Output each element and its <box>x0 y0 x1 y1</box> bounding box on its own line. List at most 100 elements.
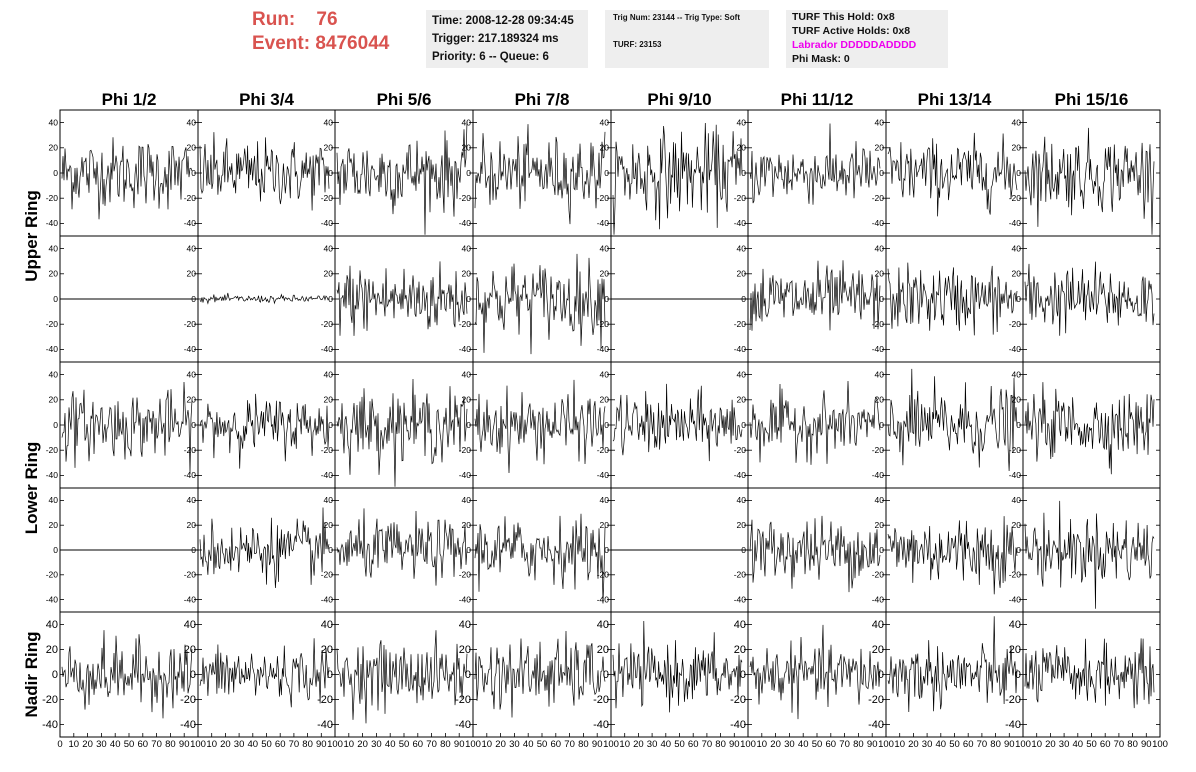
x-tick-label: 70 <box>564 739 575 750</box>
x-tick-label: 90 <box>729 739 740 750</box>
x-tick-label: 50 <box>399 739 410 750</box>
waveform-trace <box>199 393 330 469</box>
run-line: Run: 76 <box>252 8 422 32</box>
waveform-trace <box>1024 382 1155 475</box>
y-tick-label: 0 <box>878 669 884 681</box>
y-tick-label: 40 <box>324 243 334 253</box>
y-tick-label: 40 <box>49 243 59 253</box>
x-tick-label: 30 <box>96 739 107 750</box>
x-tick-label: 40 <box>1073 739 1084 750</box>
y-tick-label: 0 <box>466 168 471 178</box>
y-tick-label: 20 <box>184 644 196 656</box>
waveform-trace <box>887 368 1018 472</box>
y-tick-label: 0 <box>53 294 58 304</box>
x-tick-label: 50 <box>949 739 960 750</box>
x-tick-label: 40 <box>385 739 396 750</box>
y-tick-label: 20 <box>49 143 59 153</box>
column-header: Phi 3/4 <box>239 90 294 109</box>
y-tick-label: 0 <box>604 168 609 178</box>
y-tick-label: -40 <box>455 719 471 731</box>
y-tick-label: 40 <box>737 243 747 253</box>
y-tick-label: 40 <box>600 495 610 505</box>
run-value: 76 <box>316 9 338 30</box>
x-tick-label: 60 <box>826 739 837 750</box>
x-tick-label: 60 <box>275 739 286 750</box>
waveform-trace <box>474 513 606 604</box>
y-tick-label: 40 <box>1012 495 1022 505</box>
y-tick-label: 0 <box>327 669 333 681</box>
panel-frame <box>197 487 336 613</box>
panel-frame <box>334 611 474 738</box>
y-tick-label: -40 <box>46 470 59 480</box>
waveform-trace <box>61 381 193 475</box>
y-tick-label: -20 <box>317 694 333 706</box>
x-tick-label: 60 <box>413 739 424 750</box>
priority-text: Priority: 6 -- Queue: 6 <box>432 51 549 63</box>
y-tick-label: 20 <box>49 520 59 530</box>
x-tick-label: 50 <box>124 739 135 750</box>
y-tick-label: 0 <box>191 545 196 555</box>
x-tick-label: 100 <box>1015 739 1031 750</box>
y-tick-label: 0 <box>191 294 196 304</box>
x-tick-label: 30 <box>647 739 658 750</box>
y-tick-label: -20 <box>180 694 196 706</box>
y-tick-label: 20 <box>737 269 747 279</box>
y-tick-label: 20 <box>1012 269 1022 279</box>
y-tick-label: 40 <box>321 619 333 631</box>
waveform-trace <box>887 516 1018 595</box>
y-tick-label: -40 <box>868 719 884 731</box>
x-tick-label: 80 <box>165 739 176 750</box>
x-tick-label: 100 <box>603 739 619 750</box>
y-tick-label: 40 <box>324 117 334 127</box>
y-tick-label: 40 <box>324 495 334 505</box>
y-tick-label: 20 <box>462 395 472 405</box>
x-tick-label: 70 <box>839 739 850 750</box>
waveform-trace <box>612 122 743 235</box>
y-tick-label: -20 <box>42 694 58 706</box>
y-tick-label: 40 <box>875 369 885 379</box>
y-tick-label: -40 <box>1005 719 1021 731</box>
waveform-trace <box>1024 127 1155 235</box>
x-tick-label: 40 <box>936 739 947 750</box>
y-tick-label: -40 <box>872 594 885 604</box>
y-tick-label: 0 <box>191 420 196 430</box>
y-tick-label: -20 <box>1009 570 1022 580</box>
panel-frame <box>334 487 474 613</box>
y-tick-label: 40 <box>462 117 472 127</box>
x-tick-label: 30 <box>509 739 520 750</box>
y-tick-label: -40 <box>597 470 610 480</box>
x-tick-label: 40 <box>110 739 121 750</box>
y-tick-label: 20 <box>49 269 59 279</box>
waveform-trace <box>887 262 1018 336</box>
y-tick-label: 20 <box>46 644 58 656</box>
x-tick-label: 10 <box>619 739 630 750</box>
y-tick-label: -40 <box>459 218 472 228</box>
panel-frame <box>59 361 199 489</box>
y-tick-label: -40 <box>180 719 196 731</box>
y-tick-label: 40 <box>734 619 746 631</box>
y-tick-label: -20 <box>321 319 334 329</box>
y-tick-label: -20 <box>597 445 610 455</box>
trigger-info-box: Trig Num: 23144 -- Trig Type: Soft TURF:… <box>605 10 769 68</box>
x-tick-label: 0 <box>57 739 62 750</box>
column-header: Phi 15/16 <box>1055 90 1129 109</box>
y-tick-label: -40 <box>1009 594 1022 604</box>
y-tick-label: -20 <box>46 570 59 580</box>
row-label: Upper Ring <box>22 190 41 282</box>
y-tick-label: 20 <box>187 143 197 153</box>
y-tick-label: 0 <box>741 168 746 178</box>
waveform-trace <box>887 616 1018 713</box>
y-tick-label: -20 <box>321 570 334 580</box>
y-tick-label: 0 <box>740 669 746 681</box>
turf-info-box: TURF This Hold: 0x8 TURF Active Holds: 0… <box>786 10 948 68</box>
waveform-trace <box>199 292 330 305</box>
y-tick-label: 20 <box>600 269 610 279</box>
x-tick-label: 10 <box>69 739 80 750</box>
y-tick-label: 40 <box>1012 117 1022 127</box>
y-tick-label: 20 <box>875 269 885 279</box>
y-tick-label: 40 <box>187 369 197 379</box>
y-tick-label: -20 <box>459 570 472 580</box>
y-tick-label: 40 <box>600 243 610 253</box>
x-tick-label: 90 <box>1004 739 1015 750</box>
column-header: Phi 11/12 <box>781 90 854 109</box>
